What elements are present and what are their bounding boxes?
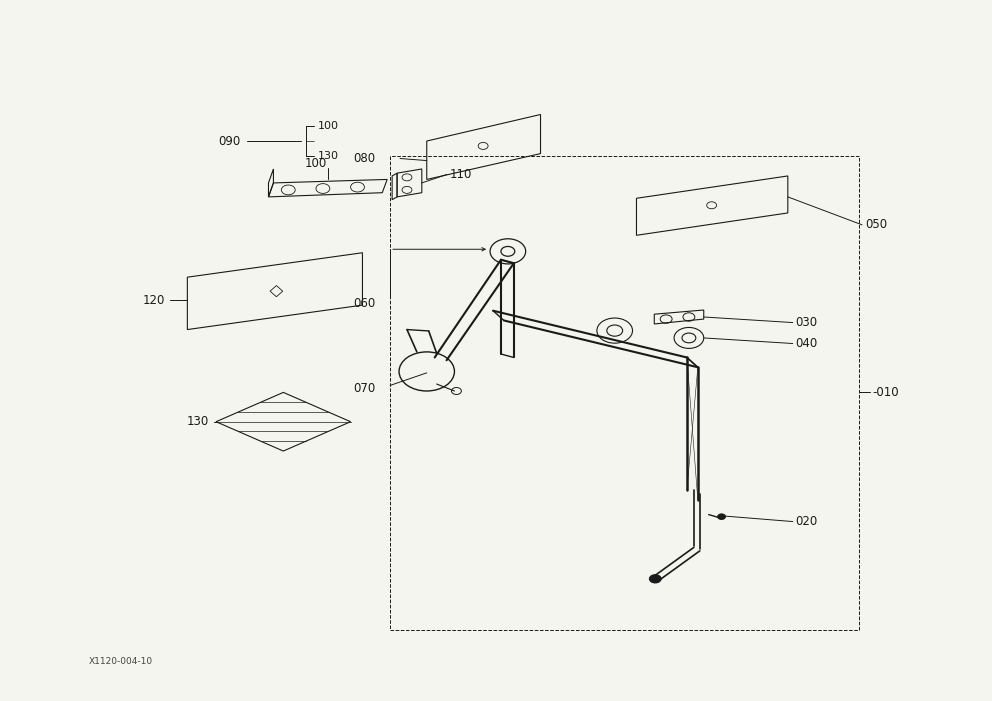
Text: 110: 110	[449, 168, 472, 181]
Text: 130: 130	[318, 151, 339, 161]
Text: 030: 030	[796, 316, 817, 329]
Text: 090: 090	[218, 135, 241, 147]
Text: -010: -010	[872, 386, 899, 399]
Text: 070: 070	[353, 383, 375, 395]
Text: X1120-004-10: X1120-004-10	[88, 657, 153, 666]
Text: 100: 100	[318, 121, 339, 130]
Circle shape	[717, 514, 725, 519]
Text: 040: 040	[796, 337, 818, 350]
Text: 050: 050	[865, 218, 887, 231]
Text: 020: 020	[796, 515, 818, 528]
Text: 130: 130	[186, 415, 209, 428]
Text: 080: 080	[353, 152, 375, 165]
Text: 120: 120	[142, 294, 165, 307]
Text: 060: 060	[353, 297, 375, 310]
Text: 100: 100	[305, 157, 327, 170]
Circle shape	[650, 575, 662, 583]
